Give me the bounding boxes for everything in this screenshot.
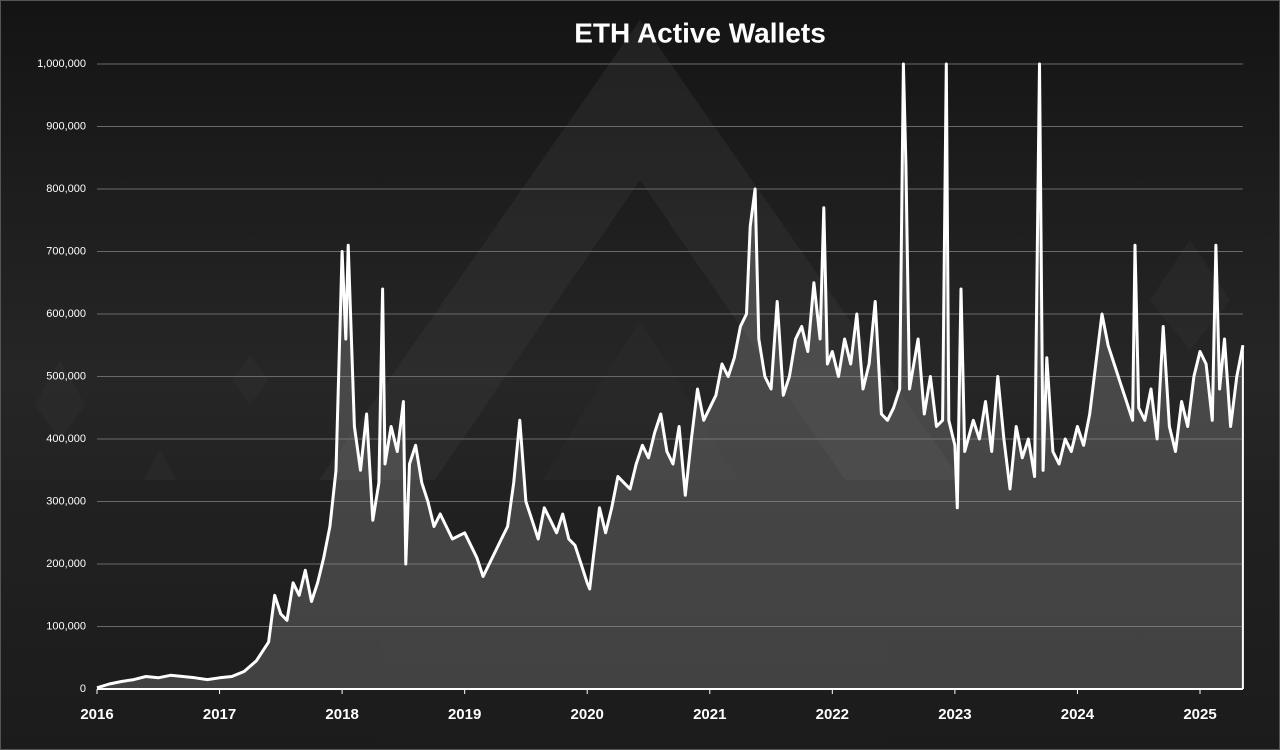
y-tick-label: 900,000 <box>46 120 86 132</box>
area <box>97 64 1243 689</box>
x-tick-label: 2024 <box>1061 706 1095 723</box>
background-art <box>0 20 1280 750</box>
y-tick-label: 700,000 <box>46 245 86 257</box>
y-tick-label: 400,000 <box>46 433 86 445</box>
y-tick-label: 200,000 <box>46 558 86 570</box>
y-tick-label: 0 <box>80 683 86 695</box>
x-tick-label: 2018 <box>325 706 358 723</box>
x-tick-label: 2025 <box>1183 706 1216 723</box>
x-tick-label: 2019 <box>448 706 481 723</box>
y-tick-label: 300,000 <box>46 495 86 507</box>
y-tick-label: 600,000 <box>46 308 86 320</box>
x-tick-label: 2021 <box>693 706 726 723</box>
x-tick-label: 2017 <box>203 706 236 723</box>
y-tick-label: 800,000 <box>46 183 86 195</box>
y-tick-label: 100,000 <box>46 620 86 632</box>
chart-title: ETH Active Wallets <box>574 17 826 48</box>
x-tick-label: 2020 <box>571 706 604 723</box>
y-tick-label: 1,000,000 <box>37 58 86 70</box>
x-tick-label: 2016 <box>80 706 113 723</box>
line <box>96 62 1245 690</box>
x-tick-label: 2023 <box>938 706 971 723</box>
x-tick-label: 2022 <box>816 706 849 723</box>
y-tick-label: 500,000 <box>46 370 86 382</box>
